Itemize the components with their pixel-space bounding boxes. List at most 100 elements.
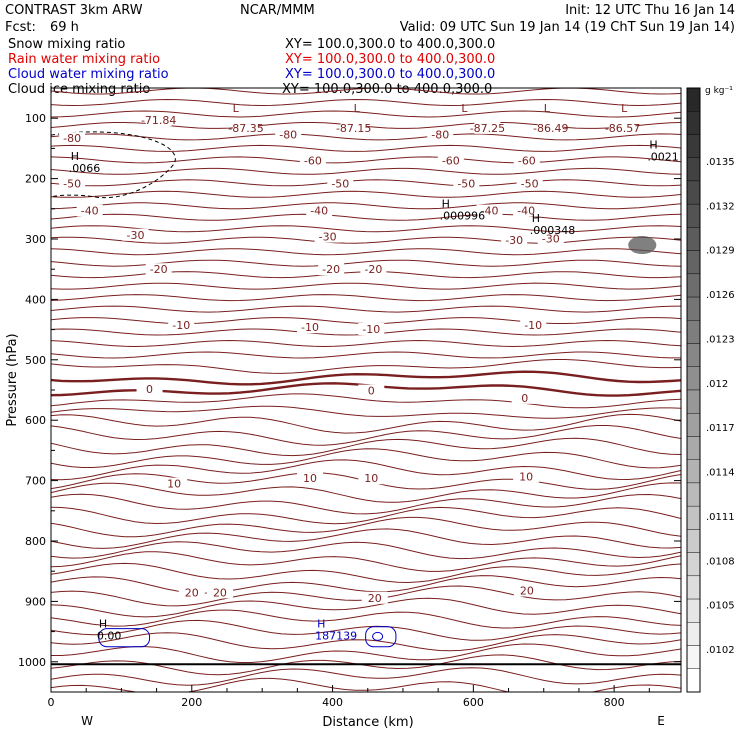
- field-xy-cloud-ice: XY= 100.0,300.0 to 400.0,300.0: [282, 82, 492, 97]
- isotherm-line: [51, 351, 681, 359]
- colorbar-label: .0135: [706, 157, 735, 168]
- isotherm-label: 10: [519, 470, 533, 483]
- isotherm-label: -30: [505, 234, 523, 247]
- x-tick-label: 0: [48, 696, 55, 709]
- isotherm-label: -50: [521, 177, 539, 190]
- isotherm-line: [51, 437, 681, 457]
- isotherm-label: -10: [362, 323, 380, 336]
- field-xy-cloud-water: XY= 100.0,300.0 to 400.0,300.0: [285, 67, 495, 82]
- isotherm-label: -60: [442, 154, 460, 167]
- isotherm-line: [51, 294, 681, 302]
- colorbar-swatch: [686, 134, 701, 158]
- isotherm-line: [51, 425, 681, 446]
- isotherm-line: [51, 393, 681, 409]
- isotherm-label: -40: [310, 205, 328, 218]
- isotherm-line: [51, 516, 681, 538]
- colorbar-swatch: [686, 459, 701, 484]
- fcst-label: Fcst:: [5, 20, 36, 35]
- isotherm-line: [51, 459, 681, 481]
- isotherm-line: [51, 98, 681, 107]
- field-label-snow: Snow mixing ratio: [8, 37, 125, 52]
- isotherm-label: -20: [364, 263, 382, 276]
- extremum-value: .0066: [69, 162, 101, 175]
- isotherm-label: 20: [185, 586, 199, 599]
- isotherm-line: [51, 359, 681, 374]
- init-time: Init: 12 UTC Thu 16 Jan 14: [565, 3, 735, 18]
- isotherm-line: [51, 654, 681, 676]
- isotherm-line: [51, 133, 681, 141]
- isotherm-label: -87.35: [228, 122, 263, 135]
- isotherm-label: -60: [518, 154, 536, 167]
- isotherm-label: 20: [520, 585, 534, 598]
- low-marker: L: [354, 102, 361, 115]
- extremum-value: .0021: [647, 150, 679, 163]
- contour-layer: [51, 88, 681, 692]
- x-tick-label: 800: [604, 696, 625, 709]
- isotherm-line: [51, 202, 681, 210]
- isotherm-line: [51, 248, 681, 256]
- isotherm-line: [51, 493, 681, 515]
- isotherm-label: -50: [63, 177, 81, 190]
- isotherm-line: [51, 541, 681, 560]
- y-tick-label: 800: [25, 535, 46, 548]
- colorbar-swatch: [686, 668, 701, 693]
- low-marker: L: [233, 102, 240, 115]
- field-xy-snow: XY= 100.0,300.0 to 400.0,300.0: [285, 37, 495, 52]
- isotherm-label: -40: [81, 205, 99, 218]
- valid-time: Valid: 09 UTC Sun 19 Jan 14 (19 ChT Sun …: [400, 20, 735, 35]
- colorbar-swatch: [686, 622, 701, 646]
- colorbar-swatch: [686, 320, 701, 344]
- colorbar-label: .0126: [706, 290, 735, 301]
- extremum-value: .000996: [440, 210, 486, 223]
- high-marker: H: [532, 212, 540, 225]
- isotherm-label: 0: [368, 385, 375, 398]
- isotherm-label: -87.25: [470, 122, 505, 135]
- high-marker: H: [442, 198, 450, 211]
- high-marker: H: [99, 617, 107, 630]
- colorbar-swatch: [686, 645, 701, 669]
- extremum-value: 0.00: [97, 629, 122, 642]
- colorbar-label: .0111: [706, 512, 735, 523]
- isotherm-line: [51, 370, 681, 386]
- colorbar-swatch: [686, 413, 701, 437]
- y-tick-label: 500: [25, 354, 46, 367]
- isotherm-label: -30: [542, 232, 560, 245]
- isotherm-label: -10: [172, 319, 190, 332]
- colorbar-label: .0102: [706, 645, 735, 656]
- isotherm-line: [51, 528, 681, 549]
- colorbar-label: .0105: [706, 601, 735, 612]
- isotherm-line: [51, 448, 681, 469]
- isotherm-line: [51, 144, 681, 152]
- isotherm-label: -50: [457, 177, 475, 190]
- isotherm-line: [51, 190, 681, 198]
- colorbar-label: .0108: [706, 556, 735, 567]
- field-label-rain: Rain water mixing ratio: [8, 52, 160, 67]
- colorbar-label: .0129: [706, 246, 735, 257]
- colorbar-swatch: [686, 273, 701, 298]
- isotherm-line: [51, 413, 681, 434]
- isotherm-line: [51, 167, 681, 175]
- colorbar: .0135 .0132 .0129 .0126 .0123 .012 .0117 .0114.…: [686, 87, 735, 693]
- isotherm-label: -30: [126, 229, 144, 242]
- isotherm-label: -40: [517, 205, 535, 218]
- colorbar-label: .0117: [706, 423, 735, 434]
- x-axis-label: Distance (km): [322, 715, 413, 730]
- isotherm-line: [51, 225, 681, 233]
- y-tick-label: 900: [25, 595, 46, 608]
- isotherm-label: 0: [521, 392, 528, 405]
- colorbar-swatch: [686, 482, 701, 507]
- colorbar-swatch: [686, 180, 701, 205]
- isotherm-label: 20: [213, 586, 227, 599]
- isotherm-line: [51, 236, 681, 244]
- colorbar-label: .012: [706, 379, 728, 390]
- isotherm-label: -10: [301, 321, 319, 334]
- isotherm-line: [51, 667, 681, 686]
- colorbar-swatch: [686, 389, 701, 414]
- field-label-cloud-ice: Cloud ice mixing ratio: [8, 82, 150, 97]
- low-marker: L: [544, 102, 551, 115]
- colorbar-swatch: [686, 366, 701, 391]
- colorbar-unit: g kg⁻¹: [705, 86, 733, 96]
- y-tick-label: 400: [25, 293, 46, 306]
- isotherm-label: -30: [319, 231, 337, 244]
- x-tick-label: 200: [181, 696, 202, 709]
